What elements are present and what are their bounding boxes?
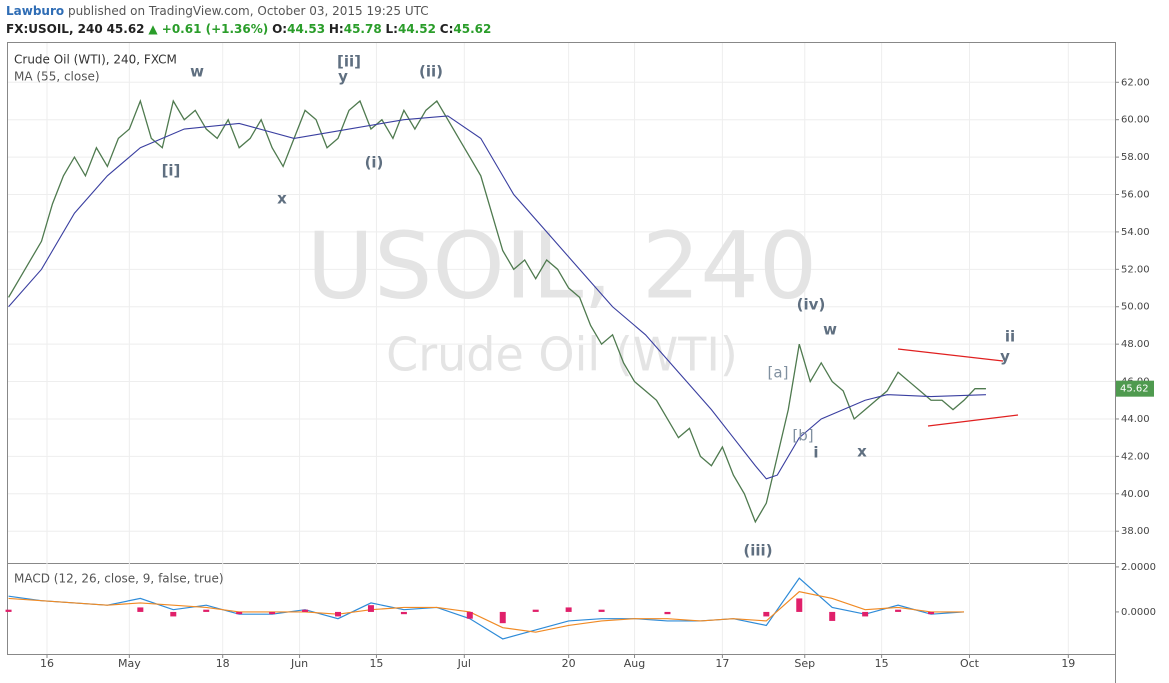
histogram-bar xyxy=(565,607,572,612)
last-price-tag xyxy=(1116,380,1154,397)
histogram-bar xyxy=(302,609,309,612)
wave-label: y xyxy=(1000,348,1010,366)
change: ▲ +0.61 (+1.36%) xyxy=(148,22,269,36)
histogram-bar xyxy=(763,611,770,617)
watermark: USOIL, 240 xyxy=(307,212,818,319)
histogram-bar xyxy=(499,611,506,624)
histogram-bar xyxy=(466,611,473,619)
wave-label: x xyxy=(857,443,867,461)
histogram-bar xyxy=(862,611,869,617)
histogram-bar xyxy=(203,609,210,612)
y-tick-label: 54.00 xyxy=(1121,227,1150,238)
c-label: C: xyxy=(439,22,454,36)
l-label: L: xyxy=(385,22,398,36)
histogram-bar xyxy=(236,611,243,615)
histogram-bar xyxy=(269,611,276,615)
y-tick-label: 60.00 xyxy=(1121,115,1150,126)
wave-label: w xyxy=(823,321,837,339)
x-tick-label: Aug xyxy=(624,657,645,670)
l-value: 44.52 xyxy=(397,22,436,36)
wave-label: (i) xyxy=(365,154,384,172)
wave-label: (iv) xyxy=(797,296,826,314)
wave-label: [ii] xyxy=(337,53,361,71)
histogram-bar xyxy=(5,609,12,612)
histogram-bar xyxy=(170,611,177,617)
histogram-bar xyxy=(532,609,539,612)
histogram-bar xyxy=(928,611,935,615)
pane-title: Crude Oil (WTI), 240, FXCM xyxy=(14,53,177,67)
x-tick-label: 19 xyxy=(1061,657,1075,670)
macd-line xyxy=(8,591,964,633)
y-tick-label: 52.00 xyxy=(1121,264,1150,275)
x-tick-label: 18 xyxy=(216,657,230,670)
wave-label: (iii) xyxy=(743,542,772,560)
y-tick-label: 0.0000 xyxy=(1121,607,1156,618)
trendline xyxy=(897,348,1004,362)
x-tick-label: Oct xyxy=(960,657,980,670)
y-tick-label: 58.00 xyxy=(1121,152,1150,163)
x-tick-label: 16 xyxy=(40,657,54,670)
x-tick-label: Sep xyxy=(794,657,815,670)
o-value: 44.53 xyxy=(287,22,326,36)
header: Lawburo published on TradingView.com, Oc… xyxy=(0,0,1169,42)
wave-label: [a] xyxy=(768,364,789,382)
trendline xyxy=(927,414,1019,427)
histogram-bar xyxy=(335,611,342,617)
h-value: 45.78 xyxy=(343,22,382,36)
wave-label: (ii) xyxy=(419,63,443,81)
x-tick-label: 15 xyxy=(875,657,889,670)
c-value: 45.62 xyxy=(453,22,492,36)
y-tick-label: 56.00 xyxy=(1121,190,1150,201)
macd-line xyxy=(8,577,965,640)
price-line xyxy=(7,98,986,524)
histogram-bar xyxy=(367,605,374,612)
wave-label: w xyxy=(190,63,204,81)
x-tick-label: Jul xyxy=(457,657,471,670)
watermark-sub: Crude Oil (WTI) xyxy=(386,328,738,382)
wave-label: [i] xyxy=(162,162,181,180)
y-tick-label: 38.00 xyxy=(1121,526,1150,537)
y-tick-label: 62.00 xyxy=(1121,77,1150,88)
wave-label: y xyxy=(338,68,348,86)
indicator-label: MA (55, close) xyxy=(14,70,100,84)
published: published on TradingView.com, October 03… xyxy=(67,4,429,18)
wave-label: ii xyxy=(1005,328,1015,346)
wave-label: [b] xyxy=(792,427,813,445)
histogram-bar xyxy=(598,609,605,612)
histogram-bar xyxy=(400,611,407,615)
histogram-bar xyxy=(664,611,671,615)
histogram-bar xyxy=(895,609,902,612)
y-tick-label: 44.00 xyxy=(1121,414,1150,425)
y-tick-label: 42.00 xyxy=(1121,451,1150,462)
wave-label: i xyxy=(813,444,818,462)
wave-label: x xyxy=(277,190,287,208)
symbol: FX:USOIL, 240 xyxy=(6,22,103,36)
x-tick-label: 17 xyxy=(715,657,729,670)
x-tick-label: Jun xyxy=(290,657,308,670)
o-label: O: xyxy=(272,22,288,36)
author[interactable]: Lawburo xyxy=(6,4,65,18)
y-tick-label: 40.00 xyxy=(1121,489,1150,500)
x-tick-label: 20 xyxy=(562,657,576,670)
h-label: H: xyxy=(328,22,344,36)
y-tick-label: 48.00 xyxy=(1121,339,1150,350)
macd-title: MACD (12, 26, close, 9, false, true) xyxy=(14,572,224,586)
last-price-label: 45.62 xyxy=(1120,384,1149,395)
x-tick-label: May xyxy=(118,657,141,670)
x-tick-label: 15 xyxy=(369,657,383,670)
y-tick-label: 50.00 xyxy=(1121,302,1150,313)
histogram-bar xyxy=(829,611,836,621)
price: 45.62 xyxy=(106,22,145,36)
price-line xyxy=(8,115,986,480)
histogram-bar xyxy=(137,607,144,612)
y-tick-label: 2.0000 xyxy=(1121,562,1156,573)
histogram-bar xyxy=(796,598,803,612)
